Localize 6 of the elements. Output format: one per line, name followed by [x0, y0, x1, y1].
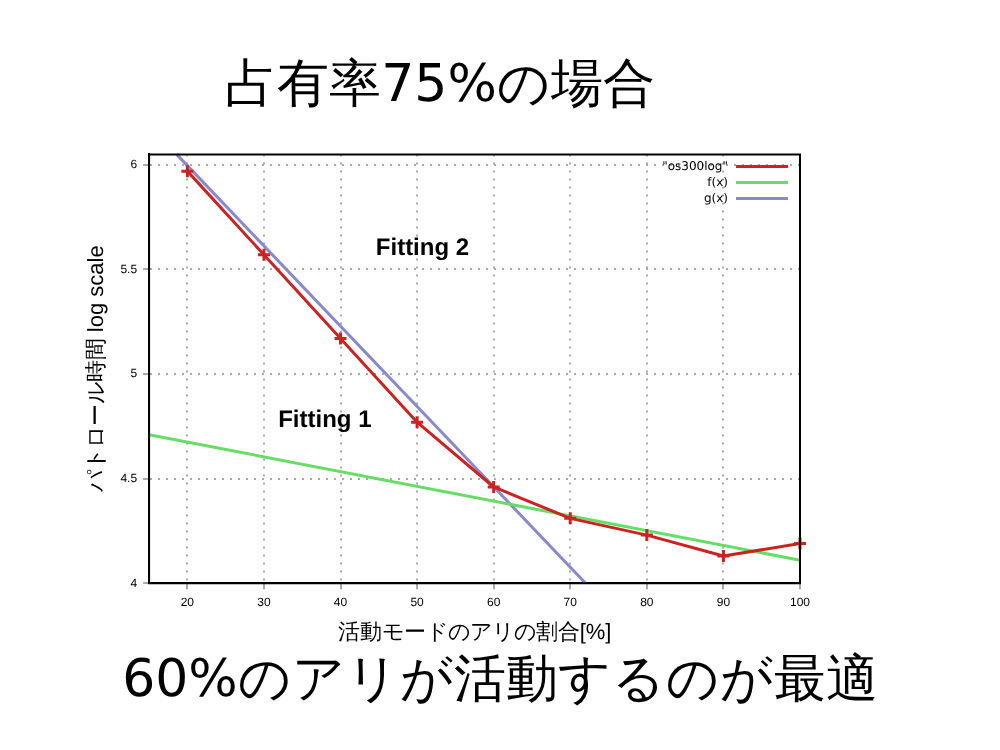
- chart-title: 占有率75%の場合: [225, 54, 655, 115]
- annotation: Fitting 1: [278, 404, 373, 433]
- annotation: Fitting 2: [375, 233, 470, 262]
- text: 60%のアリが活動するのが最適: [120, 648, 880, 714]
- x-axis-title: 活動モードのアリの割合[%]: [337, 618, 612, 645]
- y-axis-title: パトロール時間 log scale: [83, 245, 110, 495]
